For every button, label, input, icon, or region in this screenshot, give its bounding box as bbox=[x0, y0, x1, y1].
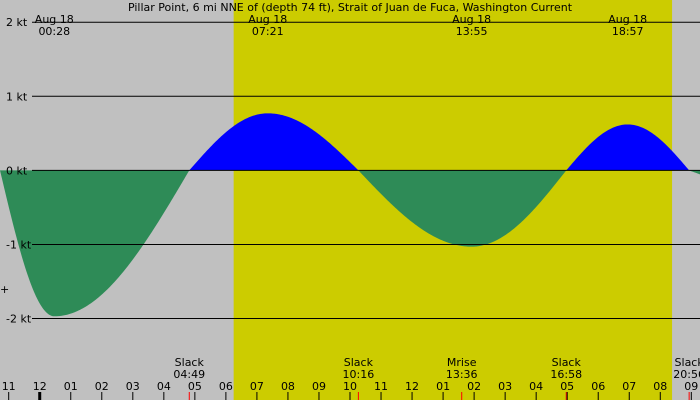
event-time-label: 04:49 bbox=[173, 368, 205, 381]
hour-tick-label: 07 bbox=[622, 380, 636, 393]
event-labels: Slack04:49Slack10:16Mrise13:36Slack16:58… bbox=[173, 356, 700, 400]
extreme-time-label: 07:21 bbox=[252, 25, 284, 38]
event-time-label: 13:36 bbox=[446, 368, 478, 381]
hour-tick-label: 04 bbox=[529, 380, 543, 393]
y-tick-label: -1 kt bbox=[6, 238, 32, 251]
extreme-date-label: Aug 18 bbox=[608, 13, 647, 26]
hour-tick-label: 06 bbox=[591, 380, 605, 393]
extreme-date-label: Aug 18 bbox=[452, 13, 491, 26]
event-time-label: 10:16 bbox=[343, 368, 375, 381]
hour-tick-label: 11 bbox=[2, 380, 16, 393]
hour-tick-label: 11 bbox=[374, 380, 388, 393]
event-time-label: 16:58 bbox=[550, 368, 582, 381]
flood-current-area bbox=[0, 113, 700, 171]
hour-tick-label: 08 bbox=[653, 380, 667, 393]
hour-tick-label: 09 bbox=[684, 380, 698, 393]
hour-tick-label: 07 bbox=[250, 380, 264, 393]
y-tick-label: 0 kt bbox=[6, 164, 28, 177]
chart-title: Pillar Point, 6 mi NNE of (depth 74 ft),… bbox=[128, 1, 573, 14]
y-gridlines bbox=[32, 21, 700, 320]
event-label: Slack bbox=[344, 356, 374, 369]
hour-tick-label: 12 bbox=[33, 380, 47, 393]
event-label: Slack bbox=[675, 356, 700, 369]
event-label: Slack bbox=[552, 356, 582, 369]
extreme-date-label: Aug 18 bbox=[248, 13, 287, 26]
hour-tick-label: 02 bbox=[95, 380, 109, 393]
event-label: Mrise bbox=[447, 356, 477, 369]
extreme-time-label: 00:28 bbox=[38, 25, 70, 38]
hour-tick-label: 06 bbox=[219, 380, 233, 393]
event-label: Slack bbox=[175, 356, 205, 369]
ebb-current-area bbox=[0, 170, 700, 317]
hour-tick-label: 10 bbox=[343, 380, 357, 393]
hour-tick-label: 03 bbox=[126, 380, 140, 393]
hour-tick-label: 01 bbox=[64, 380, 78, 393]
extreme-time-label: 13:55 bbox=[456, 25, 488, 38]
x-axis-hour-ticks: 11 12 01 02 03 04 05 06 07 08 09 10 11 12 01 02 03 04 05 06… bbox=[2, 380, 698, 400]
hour-tick-label: 04 bbox=[157, 380, 171, 393]
hour-tick-label: 01 bbox=[436, 380, 450, 393]
hour-tick-label: 03 bbox=[498, 380, 512, 393]
y-marker: + bbox=[0, 283, 9, 296]
hour-tick-label: 09 bbox=[312, 380, 326, 393]
y-tick-label: 2 kt bbox=[6, 16, 28, 29]
hour-tick-label: 12 bbox=[405, 380, 419, 393]
y-axis-labels: 2 kt 1 kt 0 kt -1 kt -2 kt + bbox=[0, 16, 32, 325]
hour-tick-label: 05 bbox=[188, 380, 202, 393]
extreme-date-label: Aug 18 bbox=[35, 13, 74, 26]
y-tick-label: -2 kt bbox=[6, 313, 32, 326]
extreme-time-label: 18:57 bbox=[612, 25, 644, 38]
event-time-label: 20:56 bbox=[673, 368, 700, 381]
hour-tick-label: 02 bbox=[467, 380, 481, 393]
hour-tick-label: 08 bbox=[281, 380, 295, 393]
hour-tick-label: 05 bbox=[560, 380, 574, 393]
y-tick-label: 1 kt bbox=[6, 90, 28, 103]
